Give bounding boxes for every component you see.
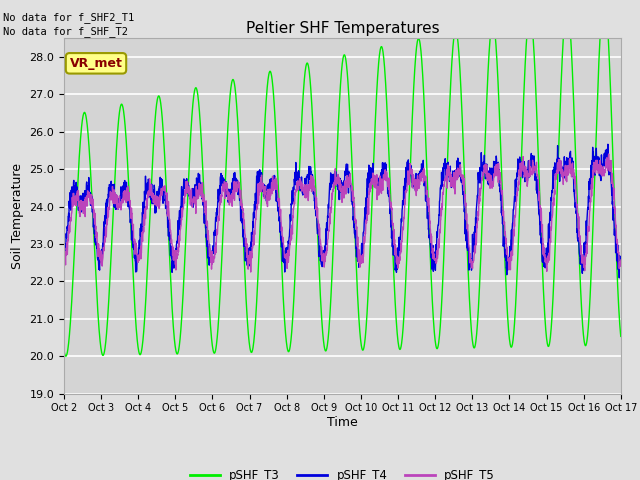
pSHF_T4 — [216, 199, 223, 205]
pSHF_T5 — [617, 257, 625, 263]
Text: VR_met: VR_met — [70, 57, 122, 70]
pSHF_T3 — [568, 55, 575, 61]
pSHF_T4 — [583, 216, 591, 222]
Line: pSHF_T4: pSHF_T4 — [64, 144, 621, 278]
pSHF_T3 — [504, 324, 512, 330]
pSHF_T4 — [616, 275, 623, 281]
Legend: pSHF_T3, pSHF_T4, pSHF_T5: pSHF_T3, pSHF_T4, pSHF_T5 — [186, 465, 499, 480]
pSHF_T4 — [617, 261, 625, 267]
pSHF_T5 — [359, 252, 367, 258]
pSHF_T5 — [568, 166, 575, 171]
pSHF_T5 — [504, 258, 512, 264]
pSHF_T3 — [62, 353, 70, 359]
Text: No data for f_SHF2_T1: No data for f_SHF2_T1 — [3, 12, 134, 23]
pSHF_T5 — [371, 172, 379, 178]
pSHF_T3 — [60, 348, 68, 353]
pSHF_T3 — [216, 301, 223, 307]
pSHF_T4 — [568, 159, 575, 165]
pSHF_T5 — [216, 210, 223, 216]
Text: No data for f_SHF_T2: No data for f_SHF_T2 — [3, 26, 128, 37]
pSHF_T3 — [584, 336, 591, 341]
pSHF_T5 — [247, 269, 255, 275]
pSHF_T4 — [504, 264, 512, 269]
pSHF_T4 — [358, 250, 366, 256]
pSHF_T4 — [604, 141, 612, 147]
pSHF_T5 — [605, 151, 612, 157]
pSHF_T5 — [60, 252, 68, 257]
pSHF_T4 — [60, 242, 68, 248]
Y-axis label: Soil Temperature: Soil Temperature — [11, 163, 24, 269]
pSHF_T3 — [617, 334, 625, 339]
pSHF_T3 — [371, 130, 379, 136]
Line: pSHF_T3: pSHF_T3 — [64, 0, 621, 356]
pSHF_T5 — [584, 240, 591, 245]
X-axis label: Time: Time — [327, 416, 358, 429]
pSHF_T3 — [359, 347, 367, 353]
Line: pSHF_T5: pSHF_T5 — [64, 154, 621, 272]
pSHF_T4 — [371, 175, 378, 181]
Title: Peltier SHF Temperatures: Peltier SHF Temperatures — [246, 21, 439, 36]
